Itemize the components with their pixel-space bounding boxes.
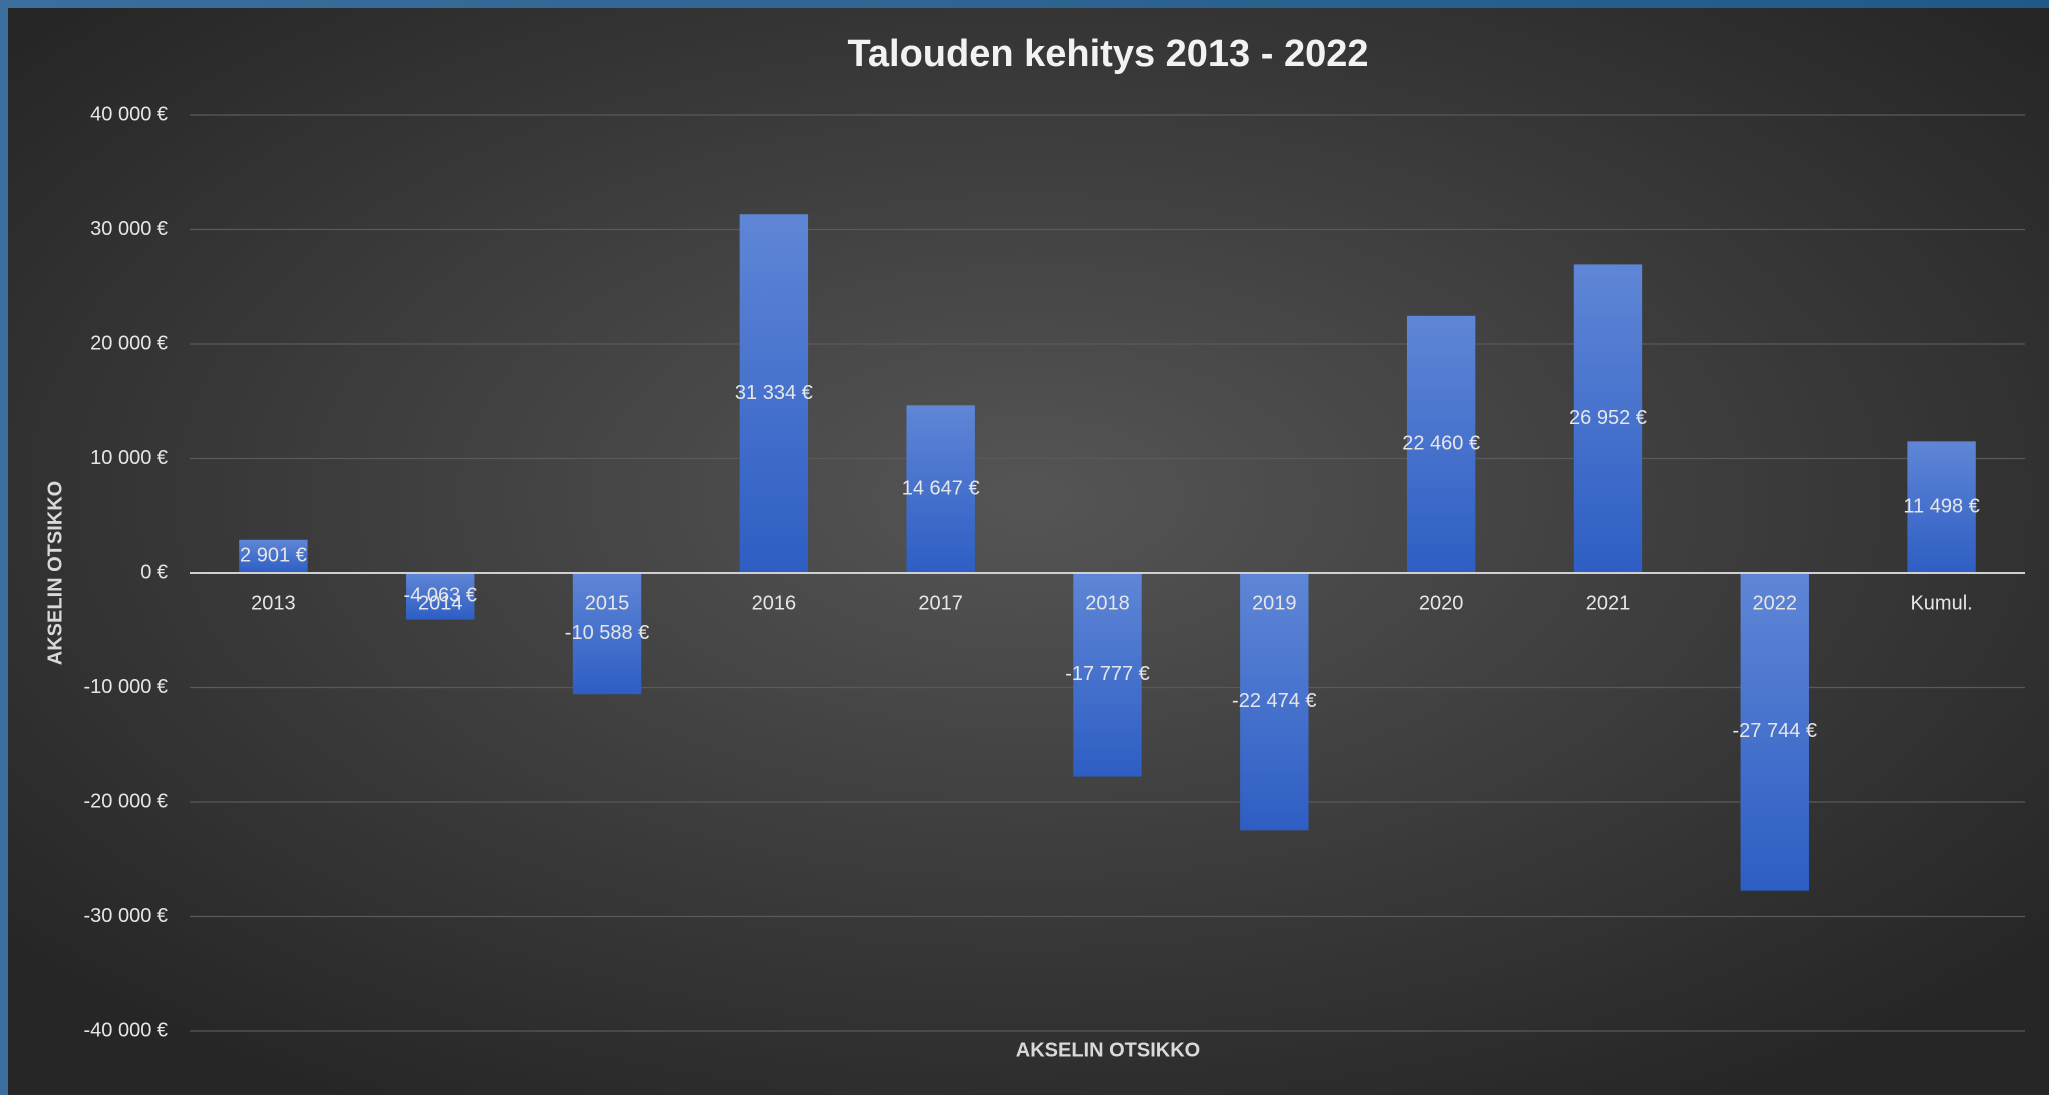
chart-title: Talouden kehitys 2013 - 2022 — [848, 33, 1369, 75]
bar — [1740, 573, 1809, 891]
data-label: -27 744 € — [1733, 720, 1818, 742]
x-tick-label: 2015 — [585, 592, 630, 614]
bar — [406, 573, 475, 620]
bar — [572, 573, 642, 695]
bar — [1907, 441, 1976, 573]
bar — [906, 405, 975, 573]
data-label: 26 952 € — [1569, 407, 1647, 429]
y-tick-label: 10 000 € — [90, 447, 168, 469]
x-tick-label: 2020 — [1419, 592, 1464, 614]
chart-background — [8, 8, 2049, 1095]
y-tick-label: -40 000 € — [83, 1019, 168, 1041]
data-label: 2 901 € — [240, 545, 307, 567]
x-tick-label: Kumul. — [1910, 592, 1972, 614]
data-label: -17 777 € — [1065, 663, 1150, 685]
y-axis-title: AKSELIN OTSIKKO — [44, 481, 66, 665]
bar — [239, 539, 308, 573]
y-tick-label: -10 000 € — [83, 676, 168, 698]
y-tick-label: -20 000 € — [83, 790, 168, 812]
y-tick-label: 0 € — [140, 561, 168, 583]
data-label: -22 474 € — [1232, 690, 1317, 712]
x-tick-label: 2016 — [752, 592, 797, 614]
x-tick-label: 2017 — [918, 592, 963, 614]
data-label: 31 334 € — [735, 382, 813, 404]
y-tick-label: 30 000 € — [90, 218, 168, 240]
bar — [739, 214, 809, 573]
data-label: -10 588 € — [565, 622, 650, 644]
bar — [1573, 264, 1643, 573]
x-tick-label: 2018 — [1085, 592, 1130, 614]
data-label: -4 063 € — [404, 585, 477, 607]
data-label: 14 647 € — [902, 477, 980, 499]
bar — [1073, 573, 1142, 777]
x-tick-label: 2021 — [1586, 592, 1631, 614]
y-tick-label: 20 000 € — [90, 332, 168, 354]
bar — [1406, 315, 1476, 573]
x-tick-label: 2022 — [1753, 592, 1798, 614]
bar — [1240, 573, 1309, 831]
x-tick-label: 2014 — [418, 592, 463, 614]
data-label: 22 460 € — [1402, 433, 1480, 455]
y-tick-label: 40 000 € — [90, 103, 168, 125]
y-tick-label: -30 000 € — [83, 905, 168, 927]
data-label: 11 498 € — [1903, 495, 1979, 517]
x-tick-label: 2019 — [1252, 592, 1297, 614]
x-tick-label: 2013 — [251, 592, 296, 614]
x-axis-title: AKSELIN OTSIKKO — [1016, 1039, 1200, 1061]
